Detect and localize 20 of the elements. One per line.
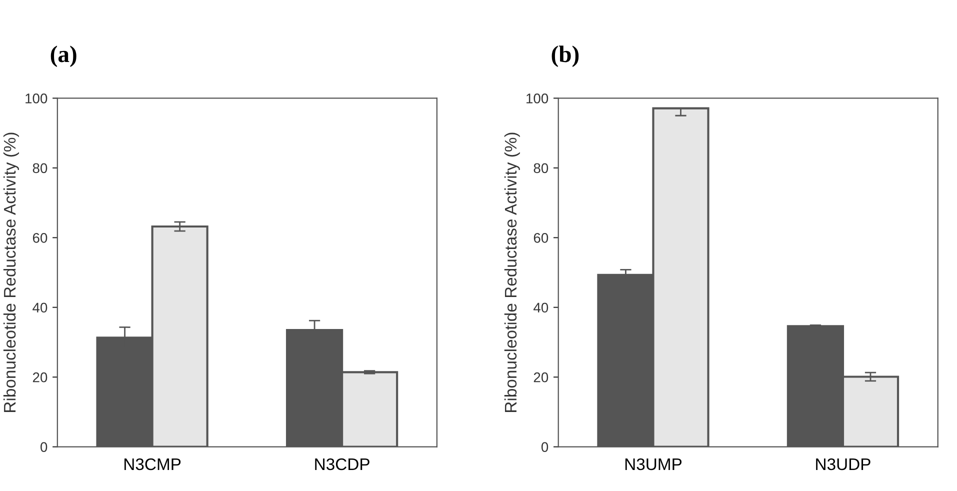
y-tick-label: 80	[534, 163, 548, 174]
x-tick-label: N3CDP	[315, 458, 370, 470]
y-tick-label: 60	[32, 232, 48, 243]
y-tick-label: 100	[26, 94, 48, 104]
y-tick-label: 20	[32, 372, 48, 382]
y-tick-label: 20	[534, 372, 548, 382]
y-tick-label: 0	[40, 442, 48, 452]
y-tick-label: 40	[32, 302, 48, 313]
y-tick-label: 60	[534, 232, 548, 243]
y-tick-label: 0	[541, 442, 548, 452]
x-tick-label: N3UDP	[816, 458, 870, 470]
y-tick-label: 40	[534, 302, 548, 313]
y-axis-title: Ribonucleotide Reductase Activity (%)	[3, 132, 19, 412]
y-tick-label: 80	[32, 163, 48, 174]
x-tick-label: N3CMP	[124, 458, 181, 470]
chart-title: (b)	[552, 46, 579, 68]
x-tick-label: N3UMP	[625, 458, 682, 470]
y-axis-title: Ribonucleotide Reductase Activity (%)	[504, 132, 520, 412]
chart-title: (a)	[50, 46, 76, 68]
y-tick-label: 100	[526, 94, 548, 104]
